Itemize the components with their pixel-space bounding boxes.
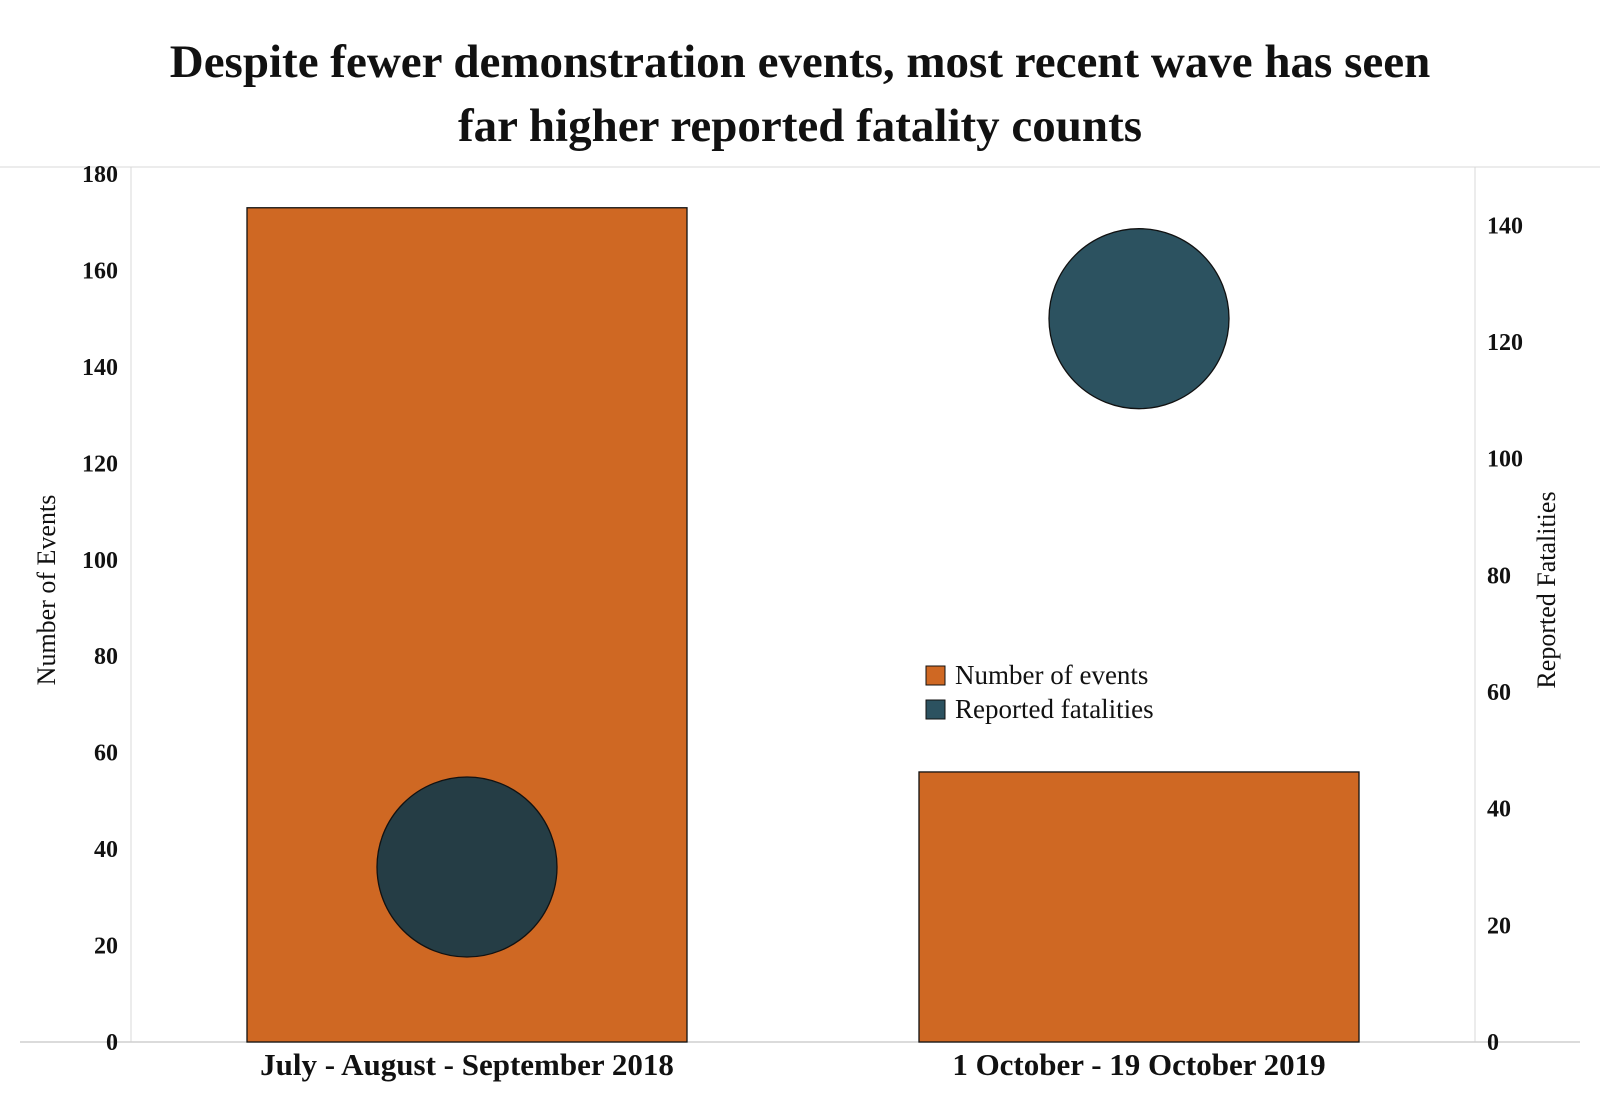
- chart-title-line-2: far higher reported fatality counts: [457, 100, 1143, 152]
- legend-label-events: Number of events: [955, 660, 1148, 690]
- y-tick-label: 160: [82, 258, 118, 284]
- y-tick-label: 40: [94, 837, 118, 863]
- legend-label-fatalities: Reported fatalities: [955, 694, 1154, 724]
- y2-tick-label: 120: [1487, 330, 1523, 356]
- y-tick-label: 100: [82, 548, 118, 574]
- y-tick-label: 80: [94, 644, 118, 670]
- chart-title-line-1: Despite fewer demonstration events, most…: [169, 36, 1431, 88]
- circle-fatalities-2: [1048, 228, 1230, 410]
- x-category-label-2: 1 October - 19 October 2019: [952, 1047, 1325, 1082]
- y2-tick-label: 0: [1487, 1030, 1499, 1056]
- legend: Number of events Reported fatalities: [925, 660, 1154, 724]
- y-axis-title: Number of Events: [32, 495, 61, 686]
- y2-tick-label: 140: [1487, 213, 1523, 239]
- y-tick-label: 20: [94, 934, 118, 960]
- bar-events-2: [918, 771, 1360, 1043]
- x-category-label-1: July - August - September 2018: [260, 1047, 674, 1082]
- y2-tick-label: 40: [1487, 797, 1511, 823]
- y2-axis-title: Reported Fatalities: [1532, 491, 1561, 688]
- y2-tick-label: 60: [1487, 680, 1511, 706]
- legend-swatch-fatalities: [925, 699, 946, 720]
- legend-swatch-events: [925, 665, 946, 686]
- y-tick-label: 180: [82, 162, 118, 188]
- y2-tick-label: 80: [1487, 563, 1511, 589]
- chart-title: Despite fewer demonstration events, most…: [0, 30, 1600, 158]
- y-tick-label: 140: [82, 355, 118, 381]
- circle-fatalities-1: [376, 776, 558, 958]
- y2-tick-label: 20: [1487, 913, 1511, 939]
- y-tick-label: 60: [94, 741, 118, 767]
- y2-tick-label: 100: [1487, 447, 1523, 473]
- y-tick-label: 0: [106, 1030, 118, 1056]
- y-tick-label: 120: [82, 451, 118, 477]
